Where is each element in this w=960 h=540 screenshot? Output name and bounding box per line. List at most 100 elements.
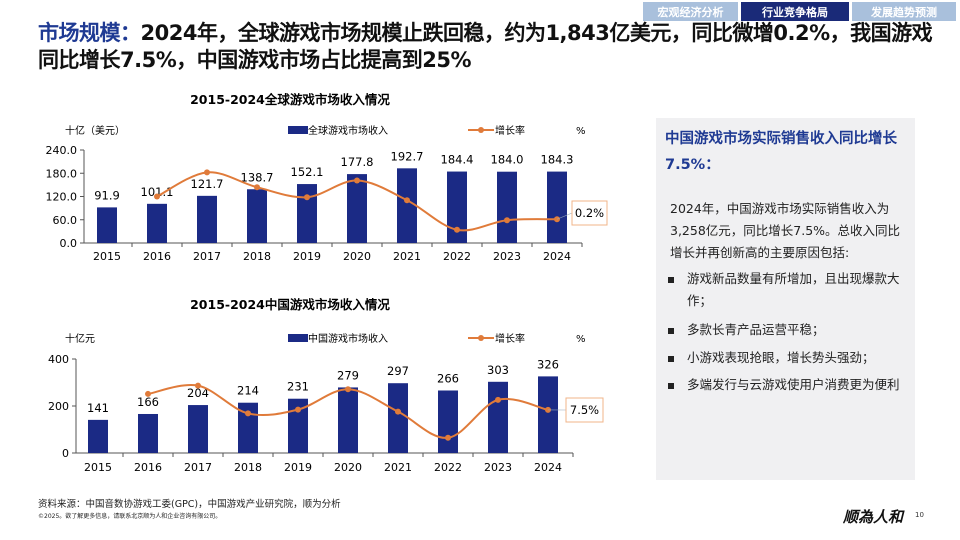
bar — [438, 390, 458, 453]
y-tick-label: 400 — [48, 353, 69, 366]
y-tick-label: 120.0 — [46, 191, 78, 204]
growth-rate-point — [404, 197, 410, 204]
growth-rate-point — [454, 226, 460, 233]
x-tick-label: 2019 — [284, 461, 312, 474]
bar — [147, 203, 167, 243]
y-tick-label: 0.0 — [60, 237, 78, 250]
tab-trend-forecast[interactable]: 发展趋势预测 — [852, 2, 956, 21]
bar-value-label: 184.4 — [441, 153, 474, 167]
bar — [88, 419, 108, 453]
annotation-label: 0.2% — [575, 206, 604, 220]
x-tick-label: 2024 — [543, 250, 571, 263]
copyright-note: ©2025。欲了解更多信息，请联系北京顺为人和企业咨询有限公司。 — [38, 513, 222, 520]
bar-value-label: 184.0 — [491, 153, 524, 167]
bar — [347, 174, 367, 243]
legend-bar-label: 全球游戏市场收入 — [308, 124, 388, 137]
annotation-leader — [556, 212, 573, 220]
growth-rate-point — [154, 193, 160, 200]
x-tick-label: 2016 — [134, 461, 162, 474]
x-tick-label: 2023 — [484, 461, 512, 474]
panel-heading: 中国游戏市场实际销售收入同比增长7.5%： — [665, 131, 897, 173]
bullet-icon — [668, 356, 674, 362]
bar-value-label: 279 — [337, 368, 359, 382]
growth-rate-point — [345, 386, 351, 393]
x-tick-label: 2020 — [334, 461, 362, 474]
bar-value-label: 231 — [287, 380, 309, 394]
bar — [188, 405, 208, 453]
y-tick-label: 180.0 — [46, 167, 78, 180]
bar — [447, 171, 467, 243]
bullet-icon — [668, 383, 674, 389]
legend-bar-label: 中国游戏市场收入 — [308, 332, 388, 345]
x-tick-label: 2022 — [434, 461, 462, 474]
title-text: 2024年，全球游戏市场规模止跌回稳，约为1,843亿美元，同比微增0.2%，我… — [38, 21, 933, 72]
x-tick-label: 2015 — [84, 461, 112, 474]
tab-macro-economy[interactable]: 宏观经济分析 — [643, 2, 738, 21]
bar-value-label: 152.1 — [291, 165, 324, 179]
y-tick-label: 0 — [62, 447, 69, 460]
bar — [138, 413, 158, 453]
growth-rate-point — [545, 406, 551, 413]
y-axis-label: 十亿（美元） — [65, 124, 125, 137]
bar-value-label: 166 — [137, 395, 159, 409]
bar — [538, 376, 558, 453]
bullet-item: 多端发行与云游戏使用户消费更为便利 — [665, 374, 905, 396]
bullet-text: 多端发行与云游戏使用户消费更为便利 — [687, 377, 900, 392]
chart-title: 2015-2024中国游戏市场收入情况 — [190, 297, 390, 312]
bullet-item: 游戏新品数量有所增加，且出现爆款大作； — [665, 268, 905, 312]
bar-value-label: 121.7 — [191, 177, 224, 191]
bar — [497, 171, 517, 243]
bar — [388, 383, 408, 453]
bar — [338, 387, 358, 453]
bar-value-label: 101.1 — [141, 185, 174, 199]
bar-value-label: 91.9 — [94, 188, 120, 202]
y-tick-label: 240.0 — [46, 144, 78, 157]
bullet-text: 游戏新品数量有所增加，且出现爆款大作； — [687, 271, 900, 308]
title-highlight: 市场规模： — [38, 21, 141, 45]
bar — [547, 171, 567, 243]
bullet-icon — [668, 277, 674, 283]
bar — [97, 207, 117, 243]
growth-rate-point — [245, 410, 251, 417]
x-tick-label: 2015 — [93, 250, 121, 263]
bullet-item: 多款长青产品运营平稳； — [665, 319, 905, 341]
bar — [288, 398, 308, 453]
company-logo: 顺為人和 — [843, 508, 904, 526]
growth-rate-point — [145, 390, 151, 397]
bullet-icon — [668, 328, 674, 334]
bar-value-label: 177.8 — [341, 155, 374, 169]
bar-value-label: 214 — [237, 384, 259, 398]
y2-axis-label: % — [576, 334, 586, 345]
page-title: 市场规模：2024年，全球游戏市场规模止跌回稳，约为1,843亿美元，同比微增0… — [38, 20, 938, 74]
growth-rate-point — [295, 406, 301, 413]
annotation-box — [565, 397, 604, 423]
x-tick-label: 2021 — [393, 250, 421, 263]
growth-rate-point — [504, 217, 510, 224]
bullet-text: 多款长青产品运营平稳； — [687, 322, 825, 337]
x-tick-label: 2022 — [443, 250, 471, 263]
bar — [247, 189, 267, 243]
x-tick-label: 2019 — [293, 250, 321, 263]
legend-line-label: 增长率 — [495, 332, 525, 345]
x-tick-label: 2018 — [234, 461, 262, 474]
bar — [397, 168, 417, 243]
bar-value-label: 138.7 — [241, 170, 274, 184]
y-tick-label: 60.0 — [53, 214, 78, 227]
x-tick-label: 2017 — [184, 461, 212, 474]
annotation-box — [571, 200, 608, 226]
bar-value-label: 326 — [537, 357, 559, 371]
growth-rate-point — [354, 177, 360, 184]
y2-axis-label: % — [576, 126, 586, 137]
tab-industry-competition[interactable]: 行业竞争格局 — [741, 2, 849, 21]
bar-value-label: 297 — [387, 364, 409, 378]
growth-rate-point — [495, 396, 501, 403]
growth-rate-point — [195, 382, 201, 389]
legend-bar-swatch — [288, 334, 308, 342]
x-tick-label: 2023 — [493, 250, 521, 263]
growth-rate-point — [445, 434, 451, 441]
y-axis-label: 十亿元 — [65, 332, 95, 345]
growth-rate-point — [204, 169, 210, 176]
bullet-text: 小游戏表现抢眼，增长势头强劲； — [687, 350, 875, 365]
